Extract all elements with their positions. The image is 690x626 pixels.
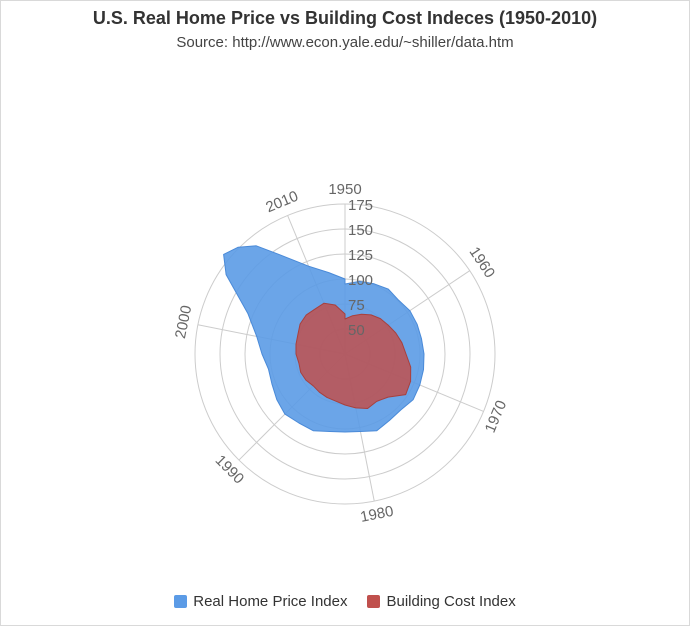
legend-label-home-price: Real Home Price Index xyxy=(193,593,348,610)
radial-tick-label: 75 xyxy=(348,297,365,314)
angular-label: 2010 xyxy=(263,188,300,216)
angular-label: 1980 xyxy=(359,503,395,526)
legend-item-building-cost[interactable]: Building Cost Index xyxy=(367,593,516,610)
angular-label: 1960 xyxy=(466,244,499,281)
legend-swatch-home-price xyxy=(174,595,188,608)
radial-tick-label: 100 xyxy=(348,272,373,289)
angular-label: 2000 xyxy=(172,304,195,340)
chart-subtitle: Source: http://www.econ.yale.edu/~shille… xyxy=(176,34,514,51)
series-building-cost-area[interactable] xyxy=(295,302,412,409)
radial-tick-labels: 50 75 100 125 150 175 xyxy=(348,197,373,339)
radial-tick-label: 50 xyxy=(348,322,365,339)
legend-item-home-price[interactable]: Real Home Price Index xyxy=(174,593,347,610)
radar-series xyxy=(223,245,425,433)
legend-swatch-building-cost xyxy=(367,595,381,608)
angular-label: 1970 xyxy=(482,398,510,435)
angular-label: 1950 xyxy=(328,181,361,198)
radial-tick-label: 125 xyxy=(348,247,373,264)
radial-tick-label: 175 xyxy=(348,197,373,214)
radial-tick-label: 150 xyxy=(348,222,373,239)
chart-title: U.S. Real Home Price vs Building Cost In… xyxy=(92,8,598,28)
legend-label-building-cost: Building Cost Index xyxy=(386,593,516,610)
legend: Real Home Price Index Building Cost Inde… xyxy=(0,593,690,610)
